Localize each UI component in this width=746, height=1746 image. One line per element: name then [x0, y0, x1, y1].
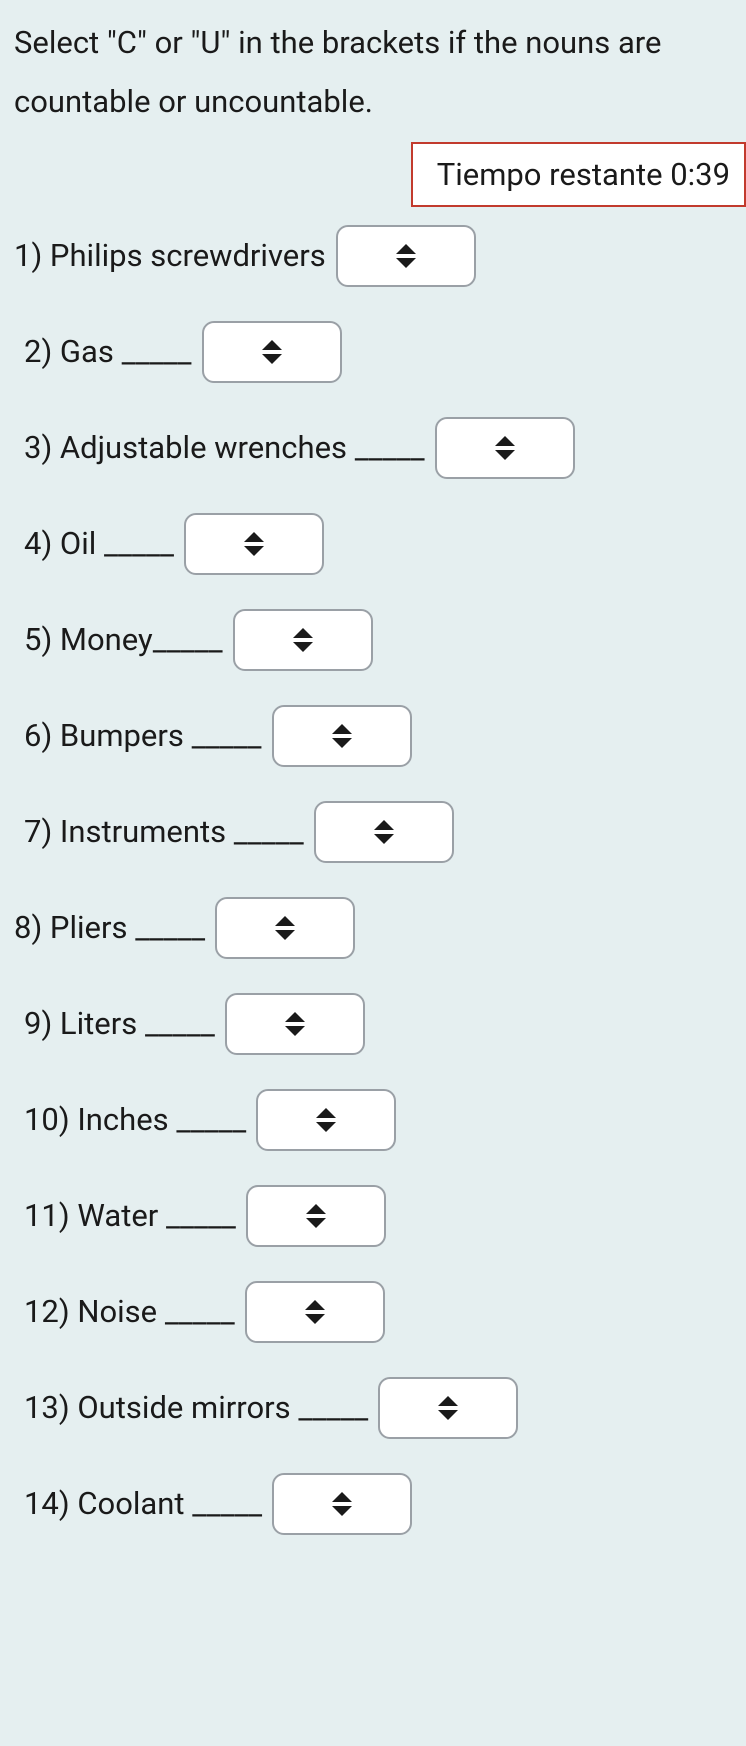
- sort-icon: [244, 532, 264, 556]
- answer-dropdown-6[interactable]: [272, 705, 412, 767]
- answer-dropdown-10[interactable]: [256, 1089, 396, 1151]
- question-label: 4) Oil _____: [24, 525, 174, 562]
- answer-dropdown-5[interactable]: [233, 609, 373, 671]
- question-label: 12) Noise _____: [24, 1293, 235, 1330]
- timer-row: Tiempo restante 0:39: [14, 142, 746, 207]
- answer-dropdown-3[interactable]: [435, 417, 575, 479]
- question-3: 3) Adjustable wrenches _____: [14, 417, 732, 479]
- answer-dropdown-12[interactable]: [245, 1281, 385, 1343]
- answer-dropdown-14[interactable]: [272, 1473, 412, 1535]
- question-11: 11) Water _____: [14, 1185, 732, 1247]
- sort-icon: [316, 1108, 336, 1132]
- question-5: 5) Money_____: [14, 609, 732, 671]
- sort-icon: [332, 1492, 352, 1516]
- sort-icon: [396, 244, 416, 268]
- sort-icon: [262, 340, 282, 364]
- question-label: 11) Water _____: [24, 1197, 236, 1234]
- answer-dropdown-2[interactable]: [202, 321, 342, 383]
- timer-box: Tiempo restante 0:39: [411, 142, 746, 207]
- question-label: 6) Bumpers _____: [24, 717, 262, 754]
- question-label: 9) Liters _____: [24, 1005, 215, 1042]
- question-label: 10) Inches _____: [24, 1101, 246, 1138]
- question-label: 3) Adjustable wrenches _____: [24, 429, 425, 466]
- sort-icon: [305, 1300, 325, 1324]
- question-8: 8) Pliers _____: [14, 897, 732, 959]
- question-4: 4) Oil _____: [14, 513, 732, 575]
- question-label: 2) Gas _____: [24, 333, 192, 370]
- instruction-text: Select "C" or "U" in the brackets if the…: [14, 14, 732, 132]
- question-label: 13) Outside mirrors _____: [24, 1389, 368, 1426]
- sort-icon: [306, 1204, 326, 1228]
- sort-icon: [285, 1012, 305, 1036]
- sort-icon: [293, 628, 313, 652]
- answer-dropdown-7[interactable]: [314, 801, 454, 863]
- answer-dropdown-8[interactable]: [215, 897, 355, 959]
- question-label: 5) Money_____: [24, 621, 223, 658]
- question-6: 6) Bumpers _____: [14, 705, 732, 767]
- question-14: 14) Coolant _____: [14, 1473, 732, 1535]
- question-1: 1) Philips screwdrivers: [14, 225, 732, 287]
- question-label: 7) Instruments _____: [24, 813, 304, 850]
- question-12: 12) Noise _____: [14, 1281, 732, 1343]
- answer-dropdown-9[interactable]: [225, 993, 365, 1055]
- sort-icon: [374, 820, 394, 844]
- answer-dropdown-13[interactable]: [378, 1377, 518, 1439]
- answer-dropdown-1[interactable]: [336, 225, 476, 287]
- question-label: 8) Pliers _____: [14, 909, 205, 946]
- sort-icon: [275, 916, 295, 940]
- sort-icon: [332, 724, 352, 748]
- answer-dropdown-11[interactable]: [246, 1185, 386, 1247]
- question-10: 10) Inches _____: [14, 1089, 732, 1151]
- question-9: 9) Liters _____: [14, 993, 732, 1055]
- question-13: 13) Outside mirrors _____: [14, 1377, 732, 1439]
- question-2: 2) Gas _____: [14, 321, 732, 383]
- sort-icon: [495, 436, 515, 460]
- answer-dropdown-4[interactable]: [184, 513, 324, 575]
- sort-icon: [438, 1396, 458, 1420]
- question-label: 14) Coolant _____: [24, 1485, 262, 1522]
- question-label: 1) Philips screwdrivers: [14, 237, 326, 274]
- question-7: 7) Instruments _____: [14, 801, 732, 863]
